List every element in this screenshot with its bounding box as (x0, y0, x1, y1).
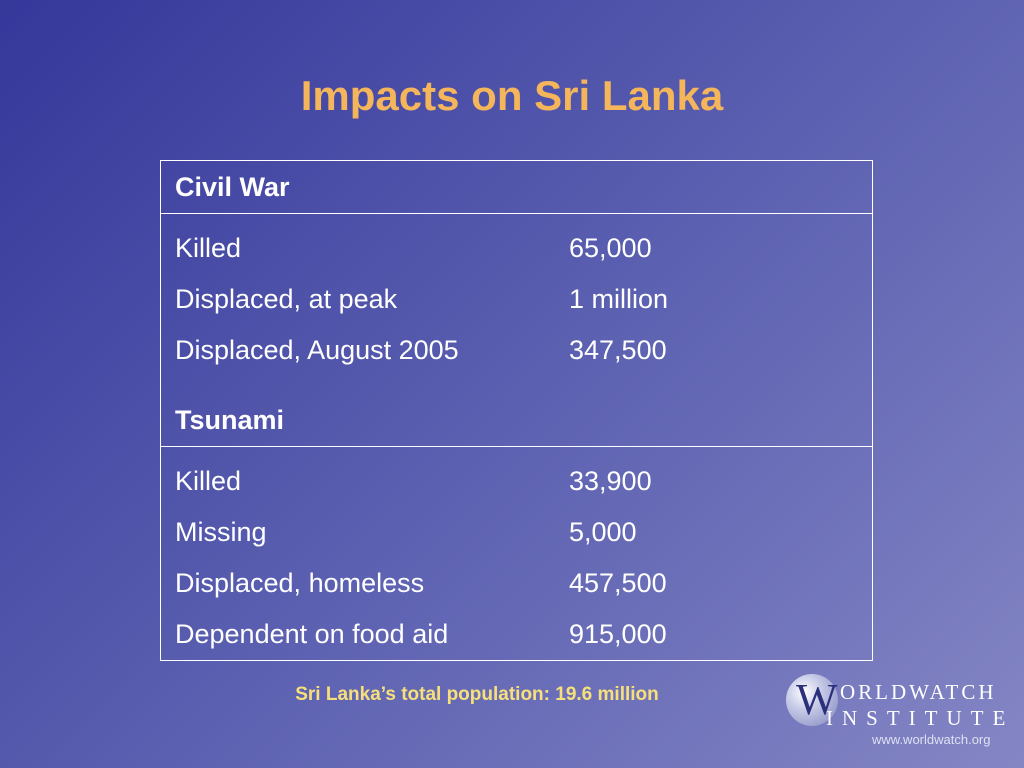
logo-initial: W (796, 675, 838, 724)
globe-icon (786, 674, 838, 726)
table-row: Displaced, at peak 1 million (161, 274, 872, 325)
row-value: 915,000 (569, 619, 667, 649)
row-label: Displaced, at peak (175, 284, 398, 314)
table-row: Displaced, homeless 457,500 (161, 558, 872, 609)
logo-line2: INSTITUTE (826, 706, 1015, 730)
table-spacer (161, 376, 872, 394)
table-row: Dependent on food aid 915,000 (161, 609, 872, 660)
table-divider (161, 213, 872, 214)
impacts-table: Civil War Killed 65,000 Displaced, at pe… (160, 160, 873, 661)
table-row: Displaced, August 2005 347,500 (161, 325, 872, 376)
civil-war-heading: Civil War (175, 171, 290, 202)
row-label: Dependent on food aid (175, 619, 449, 649)
row-label: Displaced, homeless (175, 568, 425, 598)
worldwatch-logo: W ORLDWATCH INSTITUTE www.worldwatch.org (786, 672, 1016, 752)
row-label: Killed (175, 233, 242, 263)
table-row: Missing 5,000 (161, 507, 872, 558)
tsunami-rows: Killed 33,900 Missing 5,000 Displaced, h… (161, 447, 872, 660)
slide-title: Impacts on Sri Lanka (300, 72, 724, 119)
population-footnote: Sri Lanka’s total population: 19.6 milli… (295, 684, 659, 705)
row-value: 5,000 (569, 517, 637, 547)
row-value: 33,900 (569, 466, 652, 496)
logo-line1: ORLDWATCH (840, 680, 997, 704)
row-value: 457,500 (569, 568, 667, 598)
row-label: Missing (175, 517, 267, 547)
row-value: 347,500 (569, 335, 667, 365)
tsunami-heading: Tsunami (175, 404, 285, 435)
logo-url: www.worldwatch.org (872, 732, 991, 747)
civil-war-rows: Killed 65,000 Displaced, at peak 1 milli… (161, 214, 872, 376)
row-label: Displaced, August 2005 (175, 335, 459, 365)
table-row: Killed 65,000 (161, 223, 872, 274)
row-value: 1 million (569, 284, 669, 314)
table-divider (161, 446, 872, 447)
table-row: Killed 33,900 (161, 456, 872, 507)
row-value: 65,000 (569, 233, 652, 263)
row-label: Killed (175, 466, 242, 496)
